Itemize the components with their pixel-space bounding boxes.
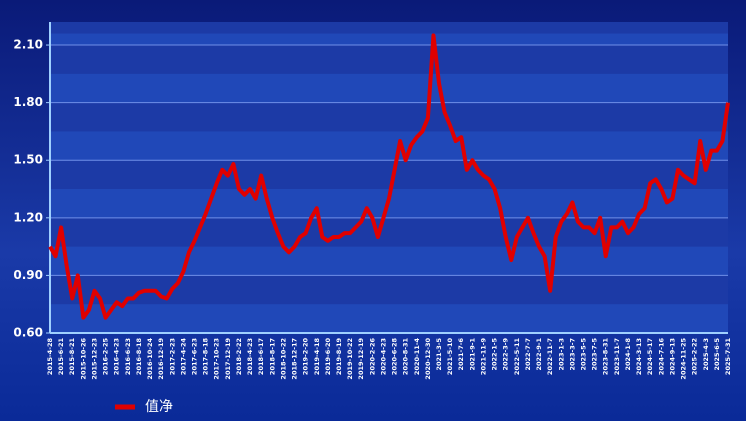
x-tick-label: 2022-9-1 <box>535 338 543 371</box>
x-tick-label: 2016-4-23 <box>113 338 121 375</box>
x-tick-label: 2022-11-7 <box>546 338 554 375</box>
x-tick-label: 2019-10-22 <box>346 338 354 380</box>
x-tick-label: 2017-12-19 <box>224 338 232 380</box>
x-tick-label: 2020-12-30 <box>424 338 432 380</box>
x-tick-label: 2016-2-25 <box>102 338 110 376</box>
line <box>48 33 730 320</box>
x-tick-label: 2025-4-3 <box>702 338 710 371</box>
x-tick-label: 2018-10-22 <box>279 338 287 380</box>
x-tick-label: 2019-6-20 <box>324 338 332 376</box>
x-tick-label: 2024-11-25 <box>680 338 688 380</box>
y-tick-label: 0.60 <box>13 326 43 340</box>
x-tick-label: 2021-7-6 <box>457 338 465 371</box>
x-tick-label: 2016-10-24 <box>146 338 154 380</box>
x-tick-label: 2024-9-13 <box>668 338 676 375</box>
x-tick-label: 2023-3-7 <box>568 338 576 371</box>
plot-area <box>50 22 728 333</box>
x-tick-label: 2021-11-9 <box>479 338 487 376</box>
x-tick-label: 2019-12-19 <box>357 338 365 380</box>
x-tick-label: 2020-8-31 <box>402 338 410 376</box>
x-tick-label: 2024-5-17 <box>646 338 654 375</box>
x-tick-label: 2015-12-23 <box>90 338 98 380</box>
band <box>50 33 728 46</box>
x-tick-label: 2023-11-7 <box>613 338 621 375</box>
x-tick-label: 2017-8-18 <box>202 338 210 376</box>
band <box>50 131 728 161</box>
x-tick-label: 2024-1-8 <box>624 338 632 371</box>
band <box>50 304 728 333</box>
x-tick-label: 2023-7-5 <box>591 338 599 371</box>
x-tick-label: 2017-4-24 <box>179 338 187 376</box>
x-tick-label: 2023-5-5 <box>580 338 588 371</box>
x-tick-label: 2019-8-19 <box>335 338 343 376</box>
x-tick-label: 2020-6-28 <box>391 338 399 376</box>
y-tick-label: 1.20 <box>13 210 43 224</box>
x-tick-label: 2020-2-26 <box>368 338 376 376</box>
x-tick-label: 2015-8-21 <box>68 338 76 376</box>
x-tick-label: 2015-10-26 <box>79 338 87 380</box>
x-tick-label: 2018-6-17 <box>257 338 265 375</box>
y-tick-label: 1.80 <box>13 95 43 109</box>
x-tick-label: 2019-4-18 <box>313 338 321 376</box>
x-tick-label: 2018-2-22 <box>235 338 243 375</box>
x-tick-label: 2024-7-16 <box>657 338 665 376</box>
x-tick-label: 2016-6-23 <box>124 338 132 375</box>
x-tick-label: 2024-3-13 <box>635 338 643 375</box>
x-tick-label: 2021-5-10 <box>446 338 454 376</box>
x-tick-label: 2018-4-23 <box>246 338 254 375</box>
x-tick-label: 2015-4-28 <box>46 338 54 376</box>
x-tick-label: 2022-1-5 <box>491 338 499 371</box>
x-tick-label: 2015-6-21 <box>57 338 65 376</box>
x-tick-label: 2017-10-23 <box>213 338 221 380</box>
y-tick-label: 1.50 <box>13 153 43 167</box>
x-tick-label: 2025-2-22 <box>691 338 699 375</box>
x-tick-label: 2021-9-1 <box>468 338 476 371</box>
x-tick-label: 2016-12-19 <box>157 338 165 380</box>
x-tick-label: 2016-8-18 <box>135 338 143 376</box>
legend-label: 值净 <box>145 399 173 415</box>
x-tick-label: 2021-3-5 <box>435 338 443 371</box>
x-tick-label: 2018-12-17 <box>291 338 299 380</box>
x-tick-label: 2022-3-9 <box>502 338 510 371</box>
x-tick-label: 2017-6-23 <box>190 338 198 375</box>
x-tick-label: 2022-7-7 <box>524 338 532 371</box>
x-tick-label: 2025-6-5 <box>713 338 721 371</box>
y-tick-label: 2.10 <box>13 38 43 52</box>
x-tick-label: 2023-8-31 <box>602 338 610 376</box>
band <box>50 73 728 103</box>
x-tick-label: 2018-8-17 <box>268 338 276 375</box>
band <box>50 246 728 276</box>
x-tick-label: 2023-1-3 <box>557 338 565 371</box>
x-tick-label: 2017-2-23 <box>168 338 176 375</box>
x-tick-label: 2019-2-20 <box>302 338 310 376</box>
y-tick-label: 0.90 <box>13 268 43 282</box>
x-tick-label: 2020-11-4 <box>413 338 421 376</box>
x-tick-label: 2022-5-11 <box>513 338 521 376</box>
x-tick-label: 2025-7-31 <box>724 338 732 376</box>
x-tick-label: 2020-4-23 <box>379 338 387 375</box>
